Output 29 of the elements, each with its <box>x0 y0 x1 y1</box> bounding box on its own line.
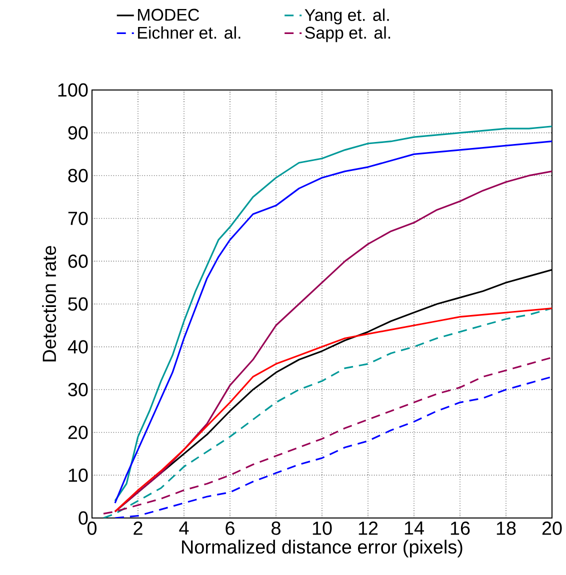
x-tick-label: 12 <box>358 522 378 535</box>
x-axis-title: Normalized distance error (pixels) <box>182 540 462 558</box>
line-series <box>114 376 552 518</box>
y-tick-label: 0 <box>78 511 88 525</box>
y-tick-label: 10 <box>68 468 88 482</box>
x-tick-label: 6 <box>226 522 234 535</box>
x-tick-label: 2 <box>134 522 142 535</box>
y-axis-title: Detection rate <box>42 246 56 362</box>
y-tick-label: 40 <box>68 340 88 354</box>
x-tick-label: 0 <box>88 522 97 535</box>
x-tick-label: 18 <box>496 522 516 535</box>
y-tick-label: 60 <box>68 254 88 268</box>
legend-label: MODEC <box>138 8 200 21</box>
y-tick-label: 70 <box>68 212 88 226</box>
y-tick-label: 80 <box>68 168 88 182</box>
y-tick-label: 30 <box>68 382 88 396</box>
y-tick-label: 50 <box>68 297 88 311</box>
x-tick-label: 14 <box>404 522 424 535</box>
legend-label: Yang et. al. <box>304 8 389 24</box>
x-tick-label: 10 <box>312 522 332 535</box>
y-tick-label: 20 <box>68 426 88 440</box>
y-tick-label: 100 <box>58 83 88 97</box>
x-tick-label: 16 <box>450 522 470 535</box>
legend-label: Eichner et. al. <box>138 26 240 39</box>
x-tick-label: 4 <box>179 522 189 535</box>
x-tick-label: 20 <box>542 522 562 535</box>
y-tick-label: 90 <box>68 126 88 140</box>
x-tick-label: 8 <box>272 522 281 535</box>
legend-label: Sapp et. al. <box>305 26 390 42</box>
